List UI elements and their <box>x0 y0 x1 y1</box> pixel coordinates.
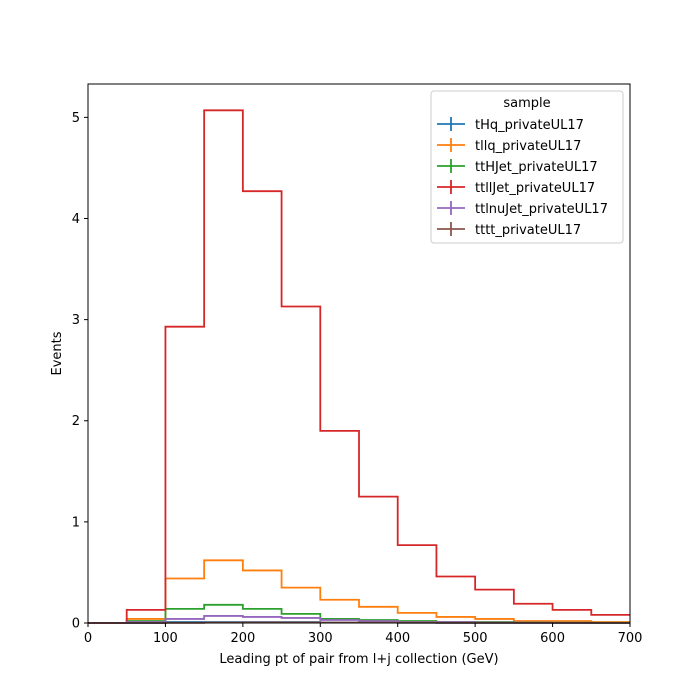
y-tick-label: 1 <box>72 515 80 530</box>
x-tick-label: 200 <box>230 631 255 646</box>
legend-label-tttt_privateUL17: tttt_privateUL17 <box>475 223 581 238</box>
legend-label-ttlnuJet_privateUL17: ttlnuJet_privateUL17 <box>475 202 608 217</box>
series-line-tllq_privateUL17 <box>88 559 630 624</box>
legend-label-tHq_privateUL17: tHq_privateUL17 <box>475 118 584 133</box>
x-tick-label: 500 <box>463 631 488 646</box>
legend-label-ttHJet_privateUL17: ttHJet_privateUL17 <box>475 160 598 175</box>
x-tick-label: 300 <box>308 631 333 646</box>
legend-label-ttllJet_privateUL17: ttllJet_privateUL17 <box>475 181 595 196</box>
plot-frame <box>87 83 631 624</box>
x-tick-label: 0 <box>84 631 92 646</box>
x-tick-label: 100 <box>153 631 178 646</box>
y-axis-label: Events <box>50 331 65 375</box>
x-axis-ticks: 0 100 200 300 400 500 600 700 <box>84 623 643 646</box>
x-tick-label: 700 <box>618 631 643 646</box>
x-tick-label: 600 <box>540 631 565 646</box>
y-tick-label: 5 <box>72 111 80 126</box>
legend-box <box>430 90 624 244</box>
legend-title: sample <box>503 96 550 111</box>
x-tick-label: 400 <box>385 631 410 646</box>
series-line-ttllJet_privateUL17 <box>88 109 630 624</box>
legend-label-tllq_privateUL17: tllq_privateUL17 <box>475 139 581 154</box>
y-tick-label: 3 <box>72 313 80 328</box>
y-axis-ticks: 0 1 2 3 4 5 <box>72 111 88 632</box>
y-tick-label: 0 <box>72 617 80 632</box>
y-tick-label: 4 <box>72 212 80 227</box>
legend-items: tHq_privateUL17 tllq_privateUL17 ttHJet_pr… <box>437 117 608 238</box>
x-axis-label: Leading pt of pair from l+j collection (… <box>219 652 498 667</box>
y-tick-label: 2 <box>72 414 80 429</box>
legend: sample tHq_privateUL17 tllq_privateUL17tt… <box>430 90 624 244</box>
